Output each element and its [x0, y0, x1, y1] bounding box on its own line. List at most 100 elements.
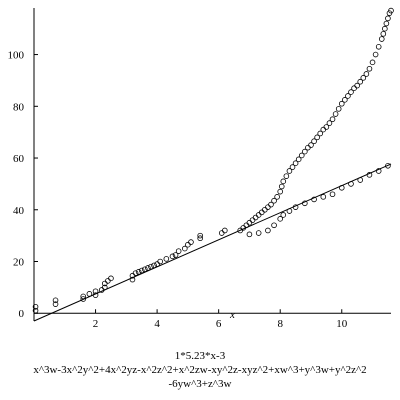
data-point	[277, 188, 284, 195]
data-point	[172, 252, 179, 258]
data-point	[388, 7, 394, 14]
data-point	[268, 201, 274, 208]
data-point	[157, 258, 163, 265]
data-point	[243, 222, 250, 229]
data-point	[274, 194, 280, 200]
data-point	[108, 275, 114, 282]
data-point	[366, 172, 373, 178]
data-point	[366, 65, 373, 72]
x-axis-label: x	[230, 309, 235, 321]
data-point	[354, 82, 360, 89]
data-point	[332, 111, 339, 117]
data-point	[335, 106, 342, 112]
data-point	[338, 184, 345, 191]
data-point	[92, 288, 99, 295]
data-point	[182, 245, 188, 252]
data-point	[280, 178, 287, 185]
data-point	[380, 31, 387, 37]
x-tick-label: 8	[277, 318, 283, 330]
data-point	[255, 212, 262, 218]
data-point	[258, 209, 265, 216]
data-point	[151, 262, 157, 269]
data-point	[329, 191, 336, 198]
data-point	[280, 212, 287, 218]
data-point	[80, 296, 87, 302]
y-tick-label: 20	[13, 257, 25, 269]
data-point	[338, 100, 345, 107]
data-point	[154, 261, 160, 267]
data-point	[32, 307, 39, 314]
data-point	[320, 126, 327, 133]
y-tick-label: 80	[13, 101, 25, 113]
data-point	[286, 168, 293, 174]
data-point	[378, 36, 385, 42]
data-point	[101, 284, 108, 291]
data-point	[375, 44, 382, 50]
data-point	[382, 25, 388, 32]
data-point	[351, 85, 357, 91]
data-point	[375, 168, 382, 174]
fit-line	[33, 163, 392, 322]
data-point	[252, 214, 259, 221]
data-point	[163, 256, 170, 262]
data-point	[292, 204, 299, 210]
data-point	[305, 144, 311, 151]
data-point	[342, 97, 348, 103]
data-point	[295, 156, 302, 163]
data-point	[105, 278, 111, 284]
data-point	[314, 134, 320, 141]
x-tick-label: 6	[216, 318, 222, 330]
data-point	[298, 152, 305, 159]
data-point	[286, 208, 293, 214]
data-point	[265, 204, 271, 210]
data-point	[292, 160, 299, 167]
data-point	[320, 194, 327, 200]
y-tick-label: 0	[19, 308, 25, 320]
data-point	[357, 177, 364, 183]
data-point	[277, 216, 284, 222]
data-point	[185, 241, 191, 248]
data-point	[329, 116, 336, 123]
data-point	[249, 217, 256, 223]
data-point	[385, 15, 391, 22]
data-point	[363, 71, 370, 77]
data-point	[197, 235, 203, 242]
data-point	[383, 20, 390, 27]
x-tick-label: 4	[154, 318, 160, 330]
data-point	[52, 301, 59, 307]
data-point	[302, 148, 308, 155]
data-point	[311, 196, 317, 203]
data-point	[271, 197, 277, 204]
data-point	[302, 200, 308, 207]
data-point	[369, 59, 376, 66]
data-point	[265, 227, 271, 234]
x-tick-label: 10	[336, 318, 348, 330]
data-point	[175, 248, 182, 254]
data-point	[246, 231, 253, 238]
data-point	[218, 230, 225, 236]
data-point	[283, 173, 290, 179]
data-point	[52, 297, 59, 304]
data-point	[278, 183, 285, 190]
data-point	[308, 142, 314, 148]
data-point	[138, 267, 145, 274]
data-point-group	[32, 7, 394, 314]
data-point	[129, 276, 136, 283]
caption-line-1: 1*5.23*x-3	[174, 350, 226, 362]
data-point	[345, 93, 351, 99]
data-point	[385, 162, 391, 169]
data-point	[135, 269, 142, 275]
data-point	[357, 78, 364, 85]
caption-line-2: x^3w-3x^2y^2+4x^2yz-x^2z^2+x^2zw-xy^2z-x…	[33, 364, 367, 376]
data-point	[188, 239, 194, 245]
data-point	[271, 222, 277, 229]
data-point	[348, 89, 354, 95]
data-point	[141, 266, 148, 273]
data-point	[197, 232, 203, 239]
data-point	[323, 124, 330, 130]
x-tick-label: 2	[93, 318, 99, 330]
data-point	[169, 253, 176, 260]
data-point	[246, 219, 253, 226]
